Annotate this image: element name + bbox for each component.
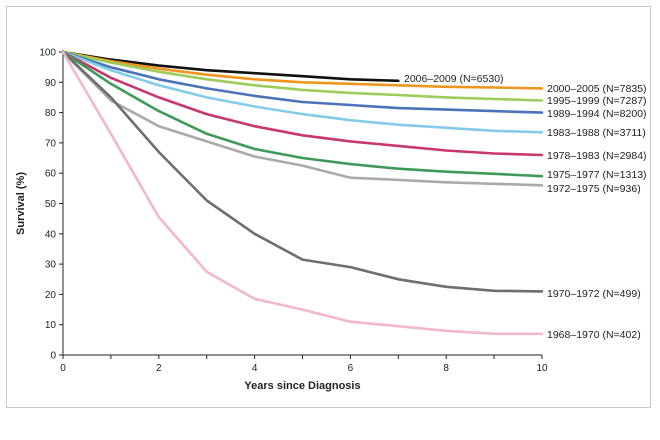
series-label: 1995–1999 (N=7287) [547,95,647,107]
y-tick-label: 20 [45,290,57,301]
y-tick-label: 0 [50,351,56,362]
series-label: 1975–1977 (N=1313) [547,169,647,181]
series-line [61,50,544,102]
series-line [61,50,544,293]
series-line [61,50,544,187]
y-tick-label: 30 [45,260,57,271]
series-line [61,50,544,90]
series-label: 2000–2005 (N=7835) [547,83,647,95]
series-label: 1968–1970 (N=402) [547,329,641,341]
y-tick-label: 70 [45,138,57,149]
axes: 0 10 20 30 40 50 60 70 80 90 100 0 2 4 6 8 10 [39,48,548,375]
series-label: 2006–2009 (N=6530) [404,73,504,85]
series-labels: 2006–2009 (N=6530) 2000–2005 (N=7835)1995… [404,73,647,341]
y-tick-label: 100 [39,48,56,59]
series-line [61,50,400,83]
series-label: 1978–1983 (N=2984) [547,150,647,162]
y-tick-label: 80 [45,108,57,119]
y-tick-label: 50 [45,199,57,210]
x-tick-label: 4 [252,363,258,374]
y-tick-label: 60 [45,169,57,180]
y-tick-label: 90 [45,78,57,89]
series-line [61,50,544,157]
series-line [61,50,544,114]
chart-frame [6,6,651,408]
series-line [61,50,544,336]
x-tick-label: 10 [536,363,548,374]
y-axis-title: Survival (%) [15,172,27,235]
x-axis-title: Years since Diagnosis [244,380,360,392]
series-label: 1989–1994 (N=8200) [547,108,647,120]
series-label: 1972–1975 (N=936) [547,183,641,195]
series-label: 1970–1972 (N=499) [547,288,641,300]
series-line [61,50,544,178]
x-tick-label: 0 [60,363,66,374]
x-tick-label: 2 [156,363,162,374]
x-tick-label: 6 [348,363,354,374]
y-tick-label: 40 [45,229,57,240]
x-tick-label: 8 [443,363,449,374]
series-lines [61,50,544,336]
series-line [61,50,544,134]
y-tick-label: 10 [45,320,57,331]
series-label: 1983–1988 (N=3711) [547,127,646,139]
